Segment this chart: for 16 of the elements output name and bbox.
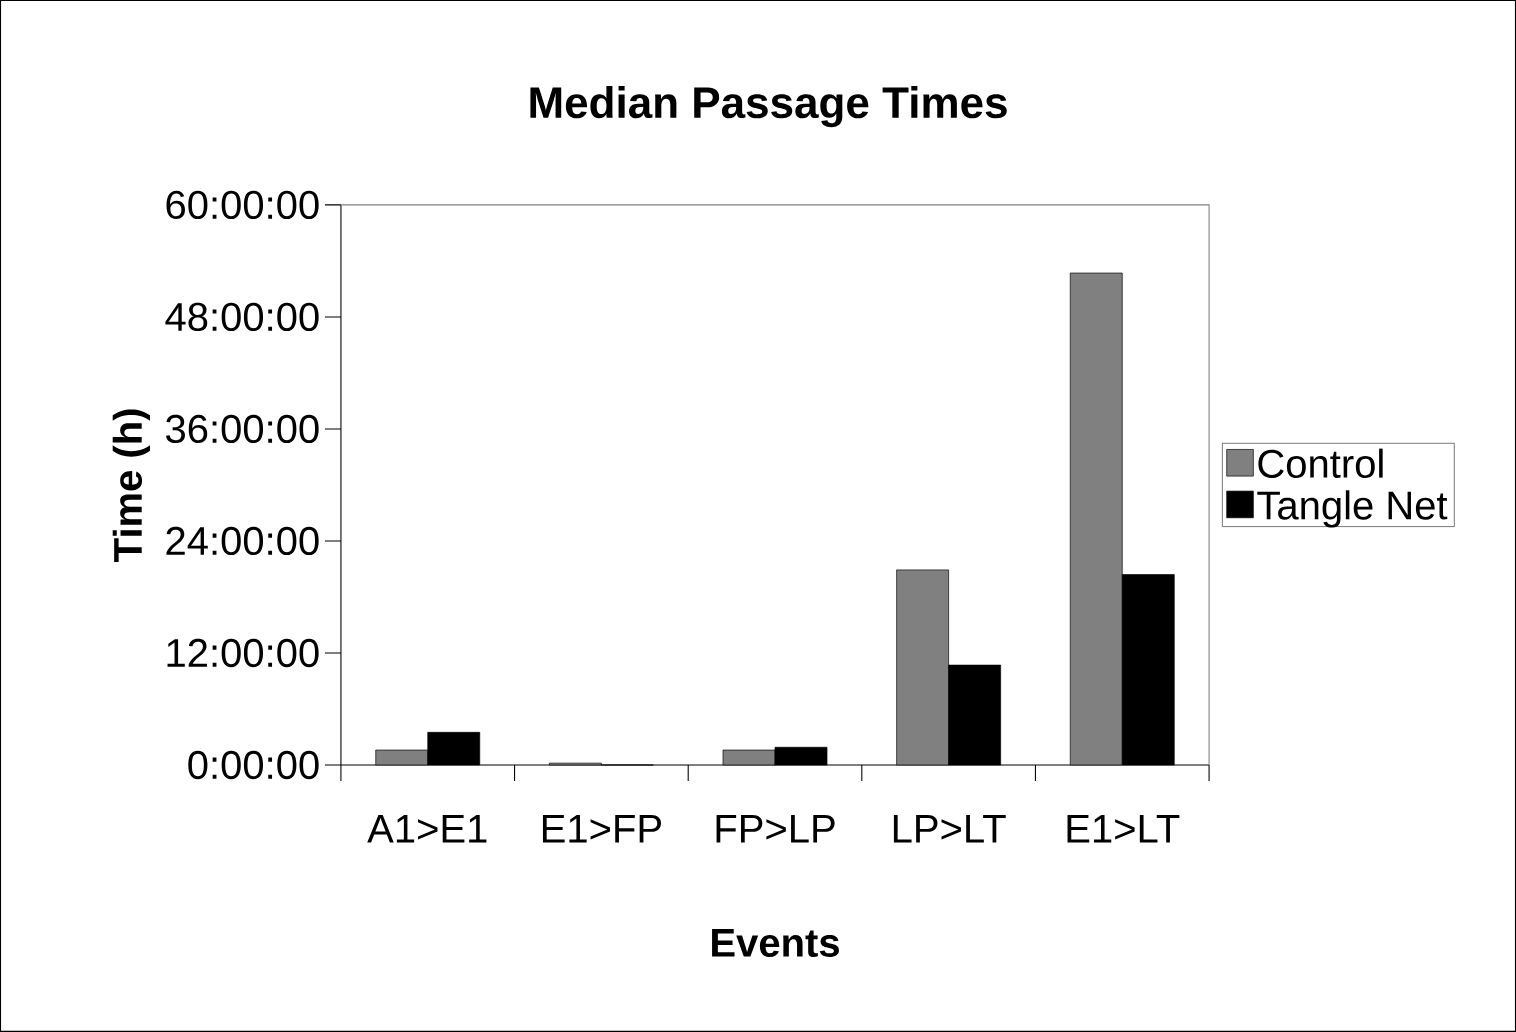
y-tick-label: 0:00:00 (188, 750, 319, 780)
x-tick-label: LP>LT (893, 815, 1006, 843)
y-tick-label: 60:00:00 (166, 190, 319, 220)
y-tick-label: 12:00:00 (167, 638, 319, 668)
x-tick-label: E1>LT (1067, 815, 1180, 843)
y-axis-title: Time (h) (112, 409, 150, 562)
legend-label: Control (1258, 448, 1383, 479)
legend-label: Tangle Net (1257, 490, 1448, 528)
y-tick-label: 24:00:00 (166, 526, 319, 556)
y-tick-label: 48:00:00 (165, 302, 319, 332)
x-tick-label: E1>FP (542, 815, 661, 843)
x-axis-title: Events (712, 929, 839, 958)
y-tick-label: 36:00:00 (166, 414, 319, 444)
chart-title: Median Passage Times (530, 85, 1007, 128)
x-tick-label: A1>E1 (367, 815, 487, 843)
x-tick-label: FP>LP (716, 815, 835, 843)
